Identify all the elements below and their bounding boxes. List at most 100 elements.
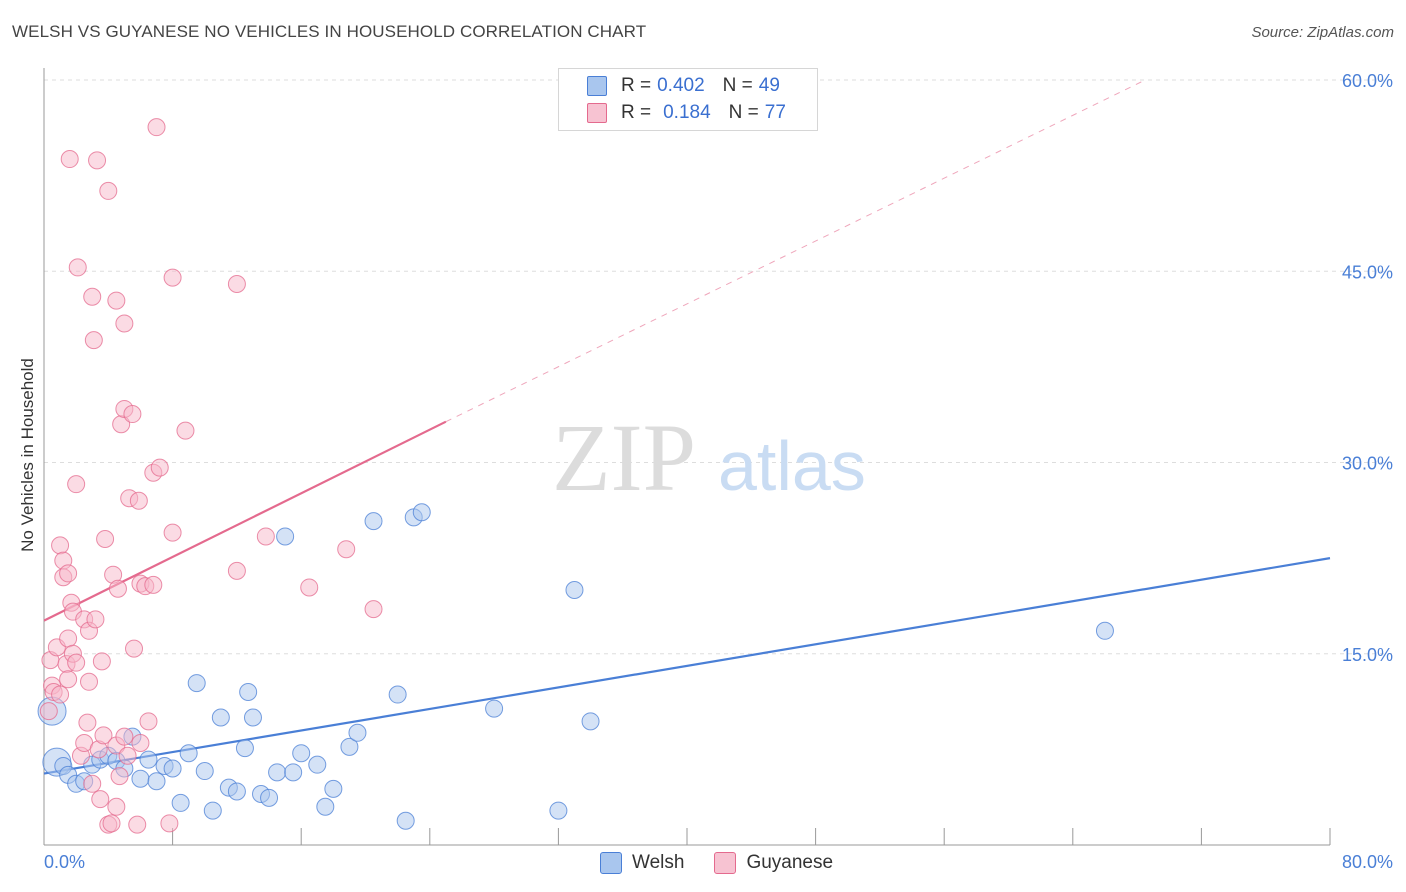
guyanese-point-37: [99, 181, 118, 200]
guyanese-point-47: [115, 727, 134, 746]
legend-row-guyanese: R = 0.184 N = 77: [587, 100, 792, 126]
guyanese-point-40: [107, 291, 126, 310]
x-tick-label-0: 0.0%: [44, 852, 85, 872]
guyanese-legend-label: Guyanese: [746, 852, 834, 873]
guyanese-point-12: [59, 629, 78, 648]
welsh-point-30: [268, 763, 287, 782]
guyanese-point-49: [118, 746, 137, 765]
guyanese-point-11: [59, 564, 78, 583]
welsh-point-24: [227, 782, 246, 801]
welsh-r-value: 0.402: [657, 75, 705, 96]
guyanese-point-58: [139, 712, 158, 731]
welsh-point-48: [1095, 621, 1114, 640]
welsh-point-33: [292, 744, 311, 763]
guyanese-point-38: [102, 814, 121, 833]
welsh-point-29: [260, 788, 279, 807]
guyanese-point-46: [115, 314, 134, 333]
guyanese-legend-icon: [714, 852, 737, 874]
y-tick-label-1: 30.0%: [1342, 454, 1393, 474]
chart-source: Source: ZipAtlas.com: [1251, 24, 1394, 41]
welsh-r-label: R =: [621, 75, 652, 96]
watermark: ZIP atlas: [552, 404, 866, 511]
welsh-point-43: [412, 503, 431, 522]
welsh-point-40: [388, 685, 407, 704]
guyanese-point-63: [160, 814, 179, 833]
welsh-point-32: [284, 763, 303, 782]
y-tick-label-2: 45.0%: [1342, 262, 1393, 282]
guyanese-point-17: [67, 653, 86, 672]
guyanese-point-26: [83, 287, 102, 306]
welsh-point-38: [348, 723, 367, 742]
guyanese-n-label: N =: [728, 102, 759, 123]
welsh-n-value: 49: [758, 75, 780, 96]
guyanese-r-value: 0.184: [663, 102, 711, 123]
guyanese-point-27: [83, 774, 102, 793]
welsh-point-18: [179, 744, 198, 763]
y-tick-label-3: 60.0%: [1342, 71, 1393, 91]
guyanese-point-5: [51, 685, 70, 704]
guyanese-trend-extension: [445, 79, 1146, 423]
welsh-point-44: [485, 699, 504, 718]
welsh-point-12: [131, 769, 150, 788]
guyanese-point-25: [80, 672, 99, 691]
welsh-point-22: [211, 708, 230, 727]
welsh-point-20: [195, 762, 214, 781]
guyanese-point-0: [39, 702, 58, 721]
welsh-point-16: [163, 759, 182, 778]
guyanese-point-65: [163, 268, 182, 287]
watermark-atlas: atlas: [718, 427, 866, 505]
welsh-n-label: N =: [722, 75, 753, 96]
y-tick-label-0: 15.0%: [1342, 645, 1393, 665]
guyanese-point-23: [78, 713, 97, 732]
bottom-legend-guyanese: Guyanese: [714, 852, 833, 874]
guyanese-point-62: [150, 458, 169, 477]
guyanese-point-43: [108, 579, 127, 598]
chart-title: WELSH VS GUYANESE NO VEHICLES IN HOUSEHO…: [12, 22, 647, 41]
guyanese-point-44: [110, 767, 129, 786]
welsh-point-17: [171, 793, 190, 812]
guyanese-point-53: [128, 815, 147, 834]
welsh-point-39: [364, 512, 383, 531]
welsh-point-36: [324, 779, 343, 798]
welsh-swatch-icon: [587, 76, 607, 96]
guyanese-point-54: [129, 491, 148, 510]
guyanese-point-51: [123, 405, 142, 424]
welsh-legend-icon: [600, 852, 622, 874]
welsh-point-19: [187, 674, 206, 693]
guyanese-point-33: [92, 652, 111, 671]
guyanese-trend-line: [43, 420, 447, 622]
guyanese-point-19: [68, 258, 87, 277]
guyanese-swatch-icon: [587, 103, 607, 123]
welsh-trend-line: [43, 557, 1331, 775]
guyanese-point-60: [144, 575, 163, 594]
guyanese-point-13: [60, 150, 79, 169]
welsh-point-47: [581, 712, 600, 731]
guyanese-point-68: [227, 561, 246, 580]
welsh-point-25: [235, 739, 254, 758]
welsh-point-45: [549, 801, 568, 820]
guyanese-point-18: [67, 475, 86, 494]
gridlines: [44, 79, 1392, 655]
guyanese-r-label: R =: [621, 102, 652, 123]
legend-row-welsh: R = 0.402 N = 49: [587, 73, 786, 99]
guyanese-point-10: [59, 670, 78, 689]
welsh-point-46: [565, 581, 584, 599]
guyanese-point-30: [88, 151, 107, 170]
watermark-zip: ZIP: [552, 404, 696, 511]
guyanese-point-32: [91, 790, 110, 809]
bottom-legend: Welsh Guyanese: [600, 852, 863, 874]
guyanese-n-value: 77: [764, 102, 786, 123]
guyanese-point-52: [125, 639, 144, 658]
guyanese-point-6: [51, 536, 70, 555]
welsh-point-26: [239, 683, 258, 701]
data-points: [37, 118, 1114, 834]
guyanese-point-69: [256, 527, 275, 546]
welsh-point-41: [396, 811, 415, 830]
guyanese-point-28: [84, 331, 103, 350]
welsh-point-37: [340, 737, 359, 756]
guyanese-point-64: [163, 523, 182, 542]
guyanese-point-29: [86, 610, 105, 629]
guyanese-point-67: [227, 275, 246, 293]
guyanese-point-70: [300, 578, 319, 597]
